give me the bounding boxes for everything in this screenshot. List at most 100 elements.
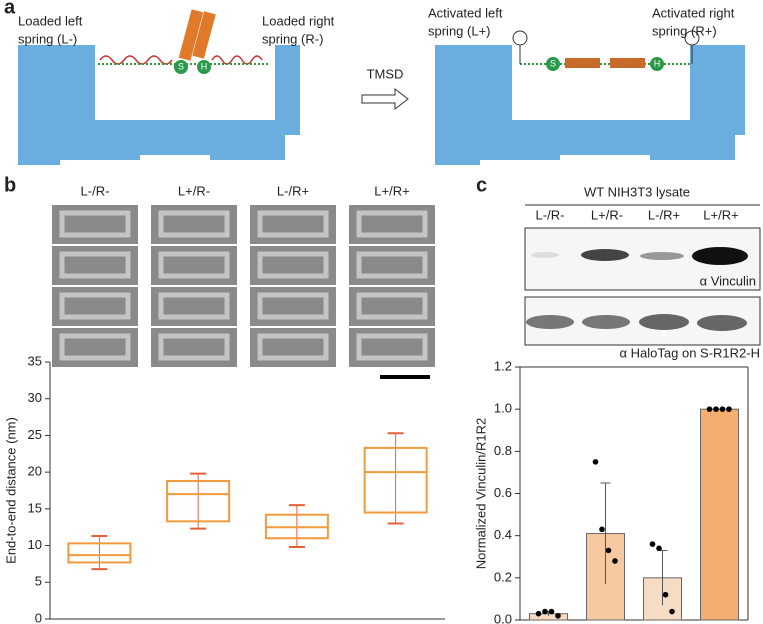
micrograph-detail [356,333,428,361]
h-tag [197,60,211,74]
label: Loaded right [262,13,335,28]
micrograph-detail [356,292,428,320]
micrograph-detail [158,251,230,279]
point [656,545,662,552]
box [363,446,428,514]
bar [700,408,739,621]
point [542,608,548,615]
panel-label: c [476,174,487,196]
point [719,406,726,412]
y-tick-label: 10 [28,537,42,552]
y-tick-label: 0.8 [494,443,512,458]
lane-label: L-/R- [536,207,565,222]
point [713,406,719,412]
label: Activated left [428,5,503,20]
band [581,249,629,261]
micrograph-detail [257,333,329,361]
point [649,541,656,547]
column-label: L-/R+ [277,183,309,198]
protein [178,9,204,61]
micrograph-detail [158,292,230,320]
lane-label: L-/R+ [648,207,680,222]
s-tag [546,57,560,71]
y-tick-label: 0.4 [494,527,512,542]
label: spring (L-) [18,31,77,46]
y-tick-label: 5 [35,574,42,589]
micrograph-detail [158,333,230,361]
y-tick-label: 25 [28,427,42,442]
y-axis-label: Normalized Vinculin/R1R2 [473,418,488,570]
point [535,610,542,617]
micrograph-detail [59,292,131,320]
band [640,252,684,260]
band [692,247,748,265]
h-tag [650,57,664,71]
panel-label: a [4,0,16,18]
tag-letter: S [550,58,556,68]
y-tick-label: 35 [28,353,42,368]
tag-letter: H [654,58,661,68]
arrow [361,87,409,111]
tag-letter: H [201,61,208,71]
label: Loaded left [18,13,83,28]
band [697,315,747,331]
column-label: L-/R- [81,183,110,198]
y-tick-label: 1.0 [494,401,512,416]
micrograph-detail [59,210,131,238]
y-tick-label: 0 [35,610,42,624]
point [599,526,605,533]
origami-right [435,45,745,165]
point [548,608,555,615]
protein [192,11,216,59]
point [612,558,618,564]
band [582,315,630,329]
y-tick-label: 0.2 [494,569,512,584]
protein [610,58,645,68]
micrograph-detail [257,292,329,320]
micrograph-detail [356,210,428,238]
blot-title: WT NIH3T3 lysate [584,184,690,199]
diagram: S H Loaded left spring (L-) Loaded right… [18,5,745,165]
y-tick-label: 20 [28,464,42,479]
column-label: L+/R- [178,183,210,198]
y-axis-label: End-to-end distance (nm) [3,417,18,564]
point [605,547,612,554]
micrograph-detail [257,251,329,279]
y-tick-label: 30 [28,390,42,405]
origami-left [18,45,300,165]
lane-label: L+/R+ [703,207,738,222]
blot-label: α Vinculin [700,273,756,288]
spring [99,55,173,65]
point [555,612,561,619]
y-tick-label: 1.2 [494,358,512,373]
point [592,459,599,465]
micrograph-detail [257,210,329,238]
arrow-label: TMSD [367,66,404,81]
label: spring (R-) [262,31,323,46]
s-tag [174,60,188,74]
point [706,406,713,412]
label: Activated right [652,5,735,20]
y-tick-label: 0.6 [494,485,512,500]
point [662,591,669,598]
point [726,406,732,412]
column-label: L+/R+ [374,183,409,198]
lane-label: L+/R- [591,207,623,222]
tag-letter: S [178,61,184,71]
band [639,314,689,330]
box [166,479,231,523]
micrograph-detail [59,251,131,279]
panel-label: b [4,174,16,196]
spring [211,55,263,65]
band [531,252,559,258]
label: spring (L+) [428,23,491,38]
y-tick-label: 15 [28,500,42,515]
point [669,608,675,615]
label: spring (R+) [652,23,717,38]
y-tick-label: 0.0 [494,611,512,624]
micrograph-detail [356,251,428,279]
band [526,315,574,329]
hairpin [512,30,528,46]
blot-label: α HaloTag on S-R1R2-H [620,345,760,360]
